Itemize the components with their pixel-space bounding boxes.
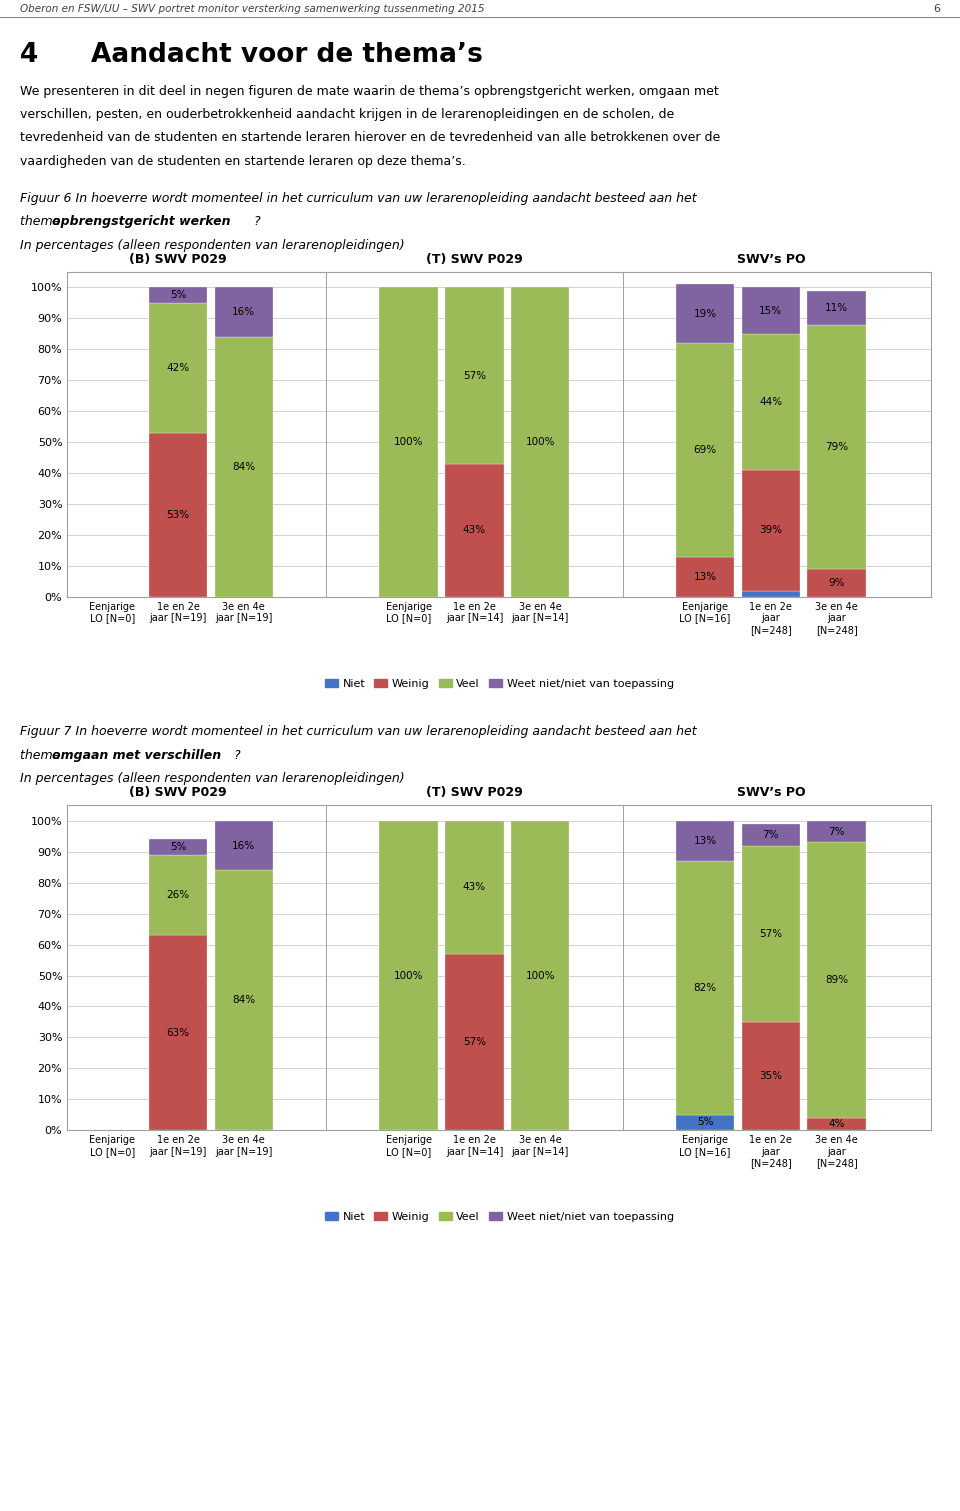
Bar [511,820,569,1130]
Text: 16%: 16% [232,307,255,317]
Bar [445,820,504,953]
Text: SWV’s PO: SWV’s PO [736,786,805,799]
Bar [676,820,734,861]
Text: 26%: 26% [166,890,189,901]
Bar [445,287,504,464]
Bar [149,855,207,935]
Text: (B) SWV P029: (B) SWV P029 [130,786,227,799]
Text: ?: ? [253,215,260,228]
Bar [807,325,866,570]
Bar [807,1118,866,1130]
Text: 39%: 39% [759,526,782,535]
Text: 53%: 53% [166,509,189,520]
Text: 42%: 42% [166,363,189,373]
Text: 82%: 82% [693,984,716,993]
Bar [214,337,273,597]
Text: 100%: 100% [394,970,423,981]
Bar [445,953,504,1130]
Text: 11%: 11% [825,302,849,313]
Bar [676,284,734,343]
Text: 15%: 15% [759,305,782,316]
Text: 9%: 9% [828,577,845,588]
Text: 57%: 57% [463,370,486,381]
Text: 5%: 5% [170,842,186,852]
Text: Aandacht voor de thema’s: Aandacht voor de thema’s [91,42,483,68]
Text: 5%: 5% [697,1118,713,1127]
Text: 84%: 84% [232,462,255,471]
Text: (T) SWV P029: (T) SWV P029 [426,786,523,799]
Text: 69%: 69% [693,444,716,455]
Bar [379,287,438,597]
Text: ?: ? [233,748,240,762]
Bar [676,1115,734,1130]
Text: 13%: 13% [693,836,716,846]
Text: 5%: 5% [170,290,186,301]
Bar [807,290,866,325]
Text: (T) SWV P029: (T) SWV P029 [426,252,523,266]
Text: 7%: 7% [828,827,845,837]
Text: 16%: 16% [232,840,255,851]
Text: In percentages (alleen respondenten van lerarenopleidingen): In percentages (alleen respondenten van … [20,239,405,252]
Bar [149,287,207,302]
Text: tevredenheid van de studenten en startende leraren hierover en de tevredenheid v: tevredenheid van de studenten en starten… [20,131,720,145]
Bar [214,870,273,1130]
Bar [445,464,504,597]
Text: verschillen, pesten, en ouderbetrokkenheid aandacht krijgen in de lerarenopleidi: verschillen, pesten, en ouderbetrokkenhe… [20,107,675,121]
Bar [741,287,800,334]
Bar [379,820,438,1130]
Text: thema: thema [20,748,64,762]
Text: Figuur 6 In hoeverre wordt momenteel in het curriculum van uw lerarenopleiding a: Figuur 6 In hoeverre wordt momenteel in … [20,192,697,205]
Text: vaardigheden van de studenten en startende leraren op deze thema’s.: vaardigheden van de studenten en starten… [20,156,466,168]
Bar [676,556,734,597]
Text: omgaan met verschillen: omgaan met verschillen [52,748,221,762]
Text: We presenteren in dit deel in negen figuren de mate waarin de thema’s opbrengstg: We presenteren in dit deel in negen figu… [20,85,719,98]
Bar [676,343,734,556]
Bar [741,846,800,1021]
Text: 19%: 19% [693,308,716,319]
Bar [676,861,734,1115]
Bar [741,823,800,846]
Bar [149,840,207,855]
Bar [214,287,273,337]
Legend: Niet, Weinig, Veel, Weet niet/niet van toepassing: Niet, Weinig, Veel, Weet niet/niet van t… [324,678,674,689]
Text: Figuur 7 In hoeverre wordt momenteel in het curriculum van uw lerarenopleiding a: Figuur 7 In hoeverre wordt momenteel in … [20,725,697,739]
Text: 43%: 43% [463,882,486,893]
Legend: Niet, Weinig, Veel, Weet niet/niet van toepassing: Niet, Weinig, Veel, Weet niet/niet van t… [324,1212,674,1222]
Text: opbrengstgericht werken: opbrengstgericht werken [52,215,230,228]
Text: 6: 6 [933,3,940,14]
Text: 7%: 7% [762,830,780,840]
Text: 4: 4 [20,42,38,68]
Text: 63%: 63% [166,1027,189,1038]
Text: In percentages (alleen respondenten van lerarenopleidingen): In percentages (alleen respondenten van … [20,772,405,786]
Bar [741,470,800,591]
Bar [807,843,866,1118]
Text: 57%: 57% [759,929,782,938]
Bar [807,820,866,843]
Text: 79%: 79% [825,441,849,452]
Bar [214,820,273,870]
Text: Oberon en FSW/UU – SWV portret monitor versterking samenwerking tussenmeting 201: Oberon en FSW/UU – SWV portret monitor v… [20,3,485,14]
Text: 57%: 57% [463,1037,486,1047]
Text: 43%: 43% [463,526,486,535]
Bar [149,432,207,597]
Text: thema: thema [20,215,64,228]
Bar [807,570,866,597]
Bar [149,302,207,432]
Text: 84%: 84% [232,996,255,1005]
Text: 100%: 100% [525,437,555,447]
Text: 89%: 89% [825,975,849,985]
Text: 4%: 4% [828,1120,845,1129]
Bar [741,1021,800,1130]
Text: SWV’s PO: SWV’s PO [736,252,805,266]
Text: 100%: 100% [394,437,423,447]
Text: 44%: 44% [759,397,782,406]
Text: (B) SWV P029: (B) SWV P029 [130,252,227,266]
Text: 35%: 35% [759,1071,782,1080]
Bar [741,591,800,597]
Bar [149,935,207,1130]
Bar [741,334,800,470]
Text: 13%: 13% [693,571,716,582]
Text: 100%: 100% [525,970,555,981]
Bar [511,287,569,597]
